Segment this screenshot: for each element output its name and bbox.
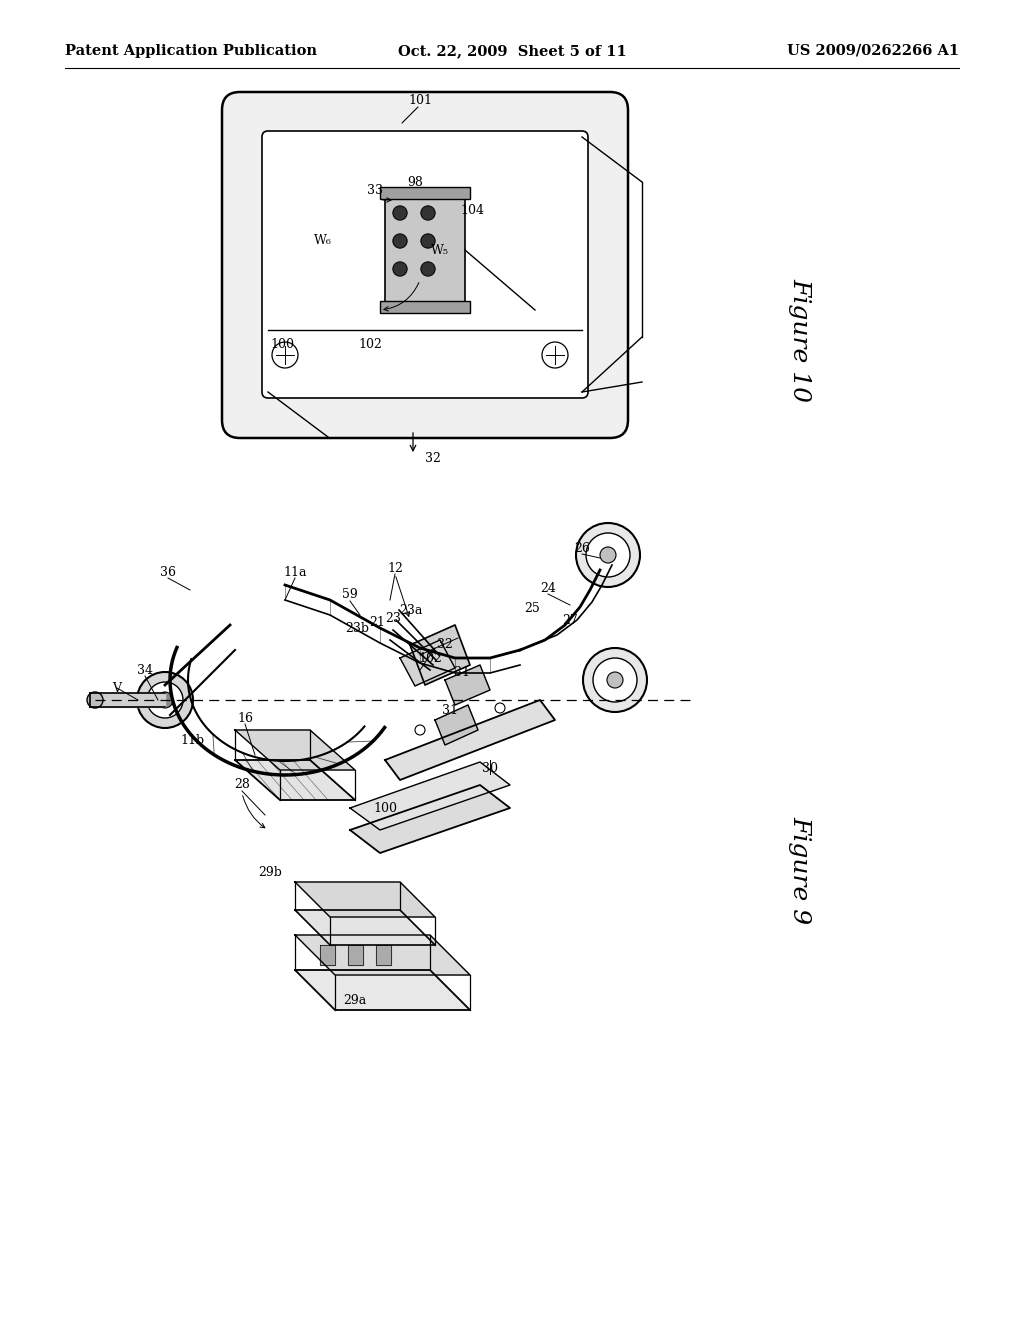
Polygon shape [445, 665, 490, 705]
Text: 100: 100 [270, 338, 294, 351]
Text: 12: 12 [387, 561, 402, 574]
Circle shape [147, 682, 183, 718]
Polygon shape [319, 945, 335, 965]
Text: 59: 59 [342, 589, 357, 602]
Text: 11b: 11b [180, 734, 204, 747]
Text: 29b: 29b [258, 866, 282, 879]
Text: Figure 10: Figure 10 [788, 279, 811, 403]
Circle shape [87, 692, 103, 708]
Circle shape [593, 657, 637, 702]
Polygon shape [295, 935, 470, 975]
Text: W₆: W₆ [314, 234, 332, 247]
Text: 24: 24 [540, 582, 556, 594]
Text: 101: 101 [408, 94, 432, 107]
Text: 25: 25 [524, 602, 540, 615]
Polygon shape [350, 785, 510, 853]
Polygon shape [234, 730, 355, 770]
Bar [380, 187, 470, 199]
Text: 28: 28 [234, 779, 250, 792]
Text: 36: 36 [160, 565, 176, 578]
Text: 34: 34 [137, 664, 153, 676]
Text: 11a: 11a [284, 565, 307, 578]
Circle shape [393, 234, 407, 248]
Circle shape [157, 692, 173, 708]
Text: 30: 30 [482, 762, 498, 775]
Circle shape [137, 672, 193, 729]
Circle shape [393, 206, 407, 220]
Text: 21: 21 [369, 615, 385, 628]
Polygon shape [295, 970, 470, 1010]
Circle shape [421, 261, 435, 276]
Text: 102: 102 [418, 652, 442, 664]
Circle shape [575, 523, 640, 587]
Text: 16: 16 [237, 711, 253, 725]
Text: US 2009/0262266 A1: US 2009/0262266 A1 [786, 44, 959, 58]
Text: 31: 31 [454, 665, 470, 678]
Circle shape [393, 261, 407, 276]
Polygon shape [90, 693, 165, 708]
Polygon shape [234, 760, 355, 800]
Circle shape [607, 672, 623, 688]
Polygon shape [376, 945, 391, 965]
Polygon shape [435, 705, 478, 744]
Text: 26: 26 [574, 541, 590, 554]
FancyBboxPatch shape [222, 92, 628, 438]
Text: Patent Application Publication: Patent Application Publication [65, 44, 317, 58]
Polygon shape [348, 945, 362, 965]
Text: 102: 102 [358, 338, 382, 351]
Text: 104: 104 [460, 203, 484, 216]
Circle shape [421, 206, 435, 220]
Text: Figure 9: Figure 9 [788, 816, 811, 924]
Text: W₅: W₅ [431, 243, 449, 256]
Circle shape [600, 546, 616, 564]
Text: 23: 23 [385, 611, 401, 624]
FancyBboxPatch shape [262, 131, 588, 399]
Text: 33: 33 [367, 183, 383, 197]
Text: 23b: 23b [345, 622, 369, 635]
Text: 100: 100 [373, 801, 397, 814]
Text: 23a: 23a [399, 603, 423, 616]
Bar [380, 301, 470, 313]
Text: 98: 98 [408, 177, 423, 190]
Polygon shape [400, 640, 455, 686]
Text: 29a: 29a [343, 994, 367, 1006]
Circle shape [586, 533, 630, 577]
Text: 32: 32 [425, 451, 441, 465]
Text: V: V [113, 681, 122, 694]
Circle shape [421, 234, 435, 248]
Bar [385, 195, 465, 305]
Polygon shape [350, 762, 510, 830]
Polygon shape [410, 624, 470, 685]
Text: 27: 27 [562, 614, 578, 627]
Polygon shape [295, 909, 435, 945]
Polygon shape [295, 882, 435, 917]
Text: 32: 32 [437, 639, 453, 652]
Circle shape [583, 648, 647, 711]
Polygon shape [385, 700, 555, 780]
Text: 31: 31 [442, 704, 458, 717]
Text: Oct. 22, 2009  Sheet 5 of 11: Oct. 22, 2009 Sheet 5 of 11 [397, 44, 627, 58]
